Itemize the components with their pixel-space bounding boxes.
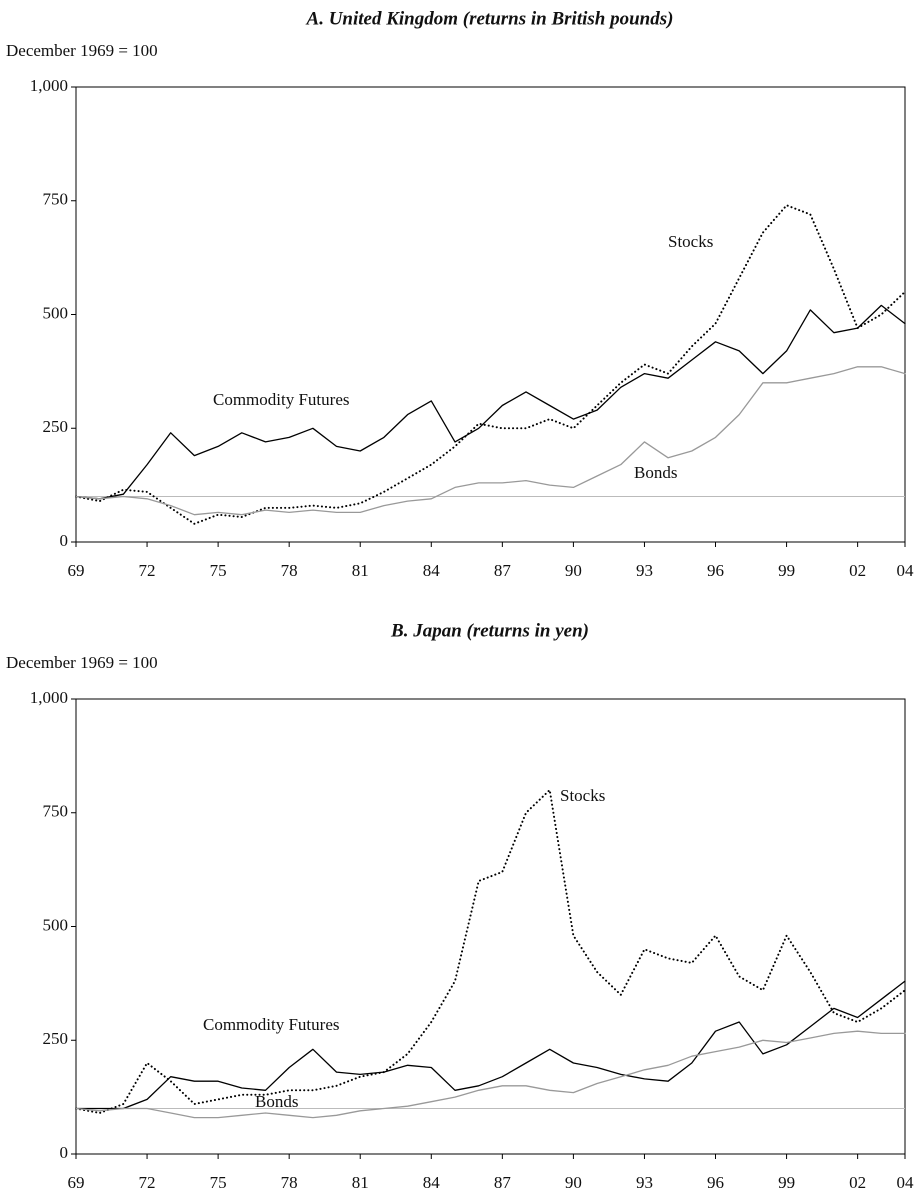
- y-tick-label: 1,000: [30, 688, 68, 707]
- series-line: [75, 1030, 906, 1119]
- x-tick-label: 96: [707, 1173, 724, 1192]
- x-tick-label: 90: [565, 561, 582, 580]
- y-tick-label: 500: [43, 303, 69, 322]
- y-tick-label: 0: [60, 1143, 69, 1162]
- chart-title: B. Japan (returns in yen): [390, 620, 589, 641]
- series-label: Commodity Futures: [203, 1015, 339, 1034]
- chart-title: A. United Kingdom (returns in British po…: [306, 8, 674, 29]
- x-tick-label: 81: [352, 561, 369, 580]
- plot-frame: [75, 86, 906, 543]
- x-tick-label: 93: [636, 561, 653, 580]
- series-line: [75, 204, 906, 525]
- x-tick-label: 69: [68, 561, 85, 580]
- series-label: Commodity Futures: [213, 390, 349, 409]
- x-tick-label: 04: [897, 561, 915, 580]
- series-line: [75, 366, 906, 516]
- x-tick-label: 96: [707, 561, 724, 580]
- series-line: [75, 980, 906, 1110]
- x-tick-label: 81: [352, 1173, 369, 1192]
- y-tick-label: 250: [43, 417, 69, 436]
- x-tick-label: 75: [210, 561, 227, 580]
- y-axis-label: December 1969 = 100: [6, 41, 158, 60]
- x-tick-label: 78: [281, 1173, 298, 1192]
- y-tick-label: 0: [60, 531, 69, 550]
- y-tick-label: 750: [43, 802, 69, 821]
- series-label: Bonds: [255, 1092, 298, 1111]
- series-label: Stocks: [560, 786, 605, 805]
- x-tick-label: 78: [281, 561, 298, 580]
- x-tick-label: 75: [210, 1173, 227, 1192]
- x-tick-label: 72: [139, 561, 156, 580]
- plot-frame: [75, 698, 906, 1155]
- y-tick-label: 500: [43, 915, 69, 934]
- x-tick-label: 84: [423, 1173, 441, 1192]
- series-line: [75, 304, 906, 500]
- x-tick-label: 02: [849, 1173, 866, 1192]
- y-tick-label: 750: [43, 190, 69, 209]
- y-tick-label: 1,000: [30, 76, 68, 95]
- x-tick-label: 04: [897, 1173, 915, 1192]
- x-tick-label: 72: [139, 1173, 156, 1192]
- x-tick-label: 87: [494, 561, 512, 580]
- x-tick-label: 90: [565, 1173, 582, 1192]
- x-tick-label: 02: [849, 561, 866, 580]
- series-label: Stocks: [668, 232, 713, 251]
- series-line: [75, 789, 906, 1114]
- x-tick-label: 84: [423, 561, 441, 580]
- x-tick-label: 99: [778, 1173, 795, 1192]
- y-axis-label: December 1969 = 100: [6, 653, 158, 672]
- y-tick-label: 250: [43, 1029, 69, 1048]
- x-tick-label: 87: [494, 1173, 512, 1192]
- x-tick-label: 93: [636, 1173, 653, 1192]
- x-tick-label: 99: [778, 561, 795, 580]
- x-tick-label: 69: [68, 1173, 85, 1192]
- series-label: Bonds: [634, 463, 677, 482]
